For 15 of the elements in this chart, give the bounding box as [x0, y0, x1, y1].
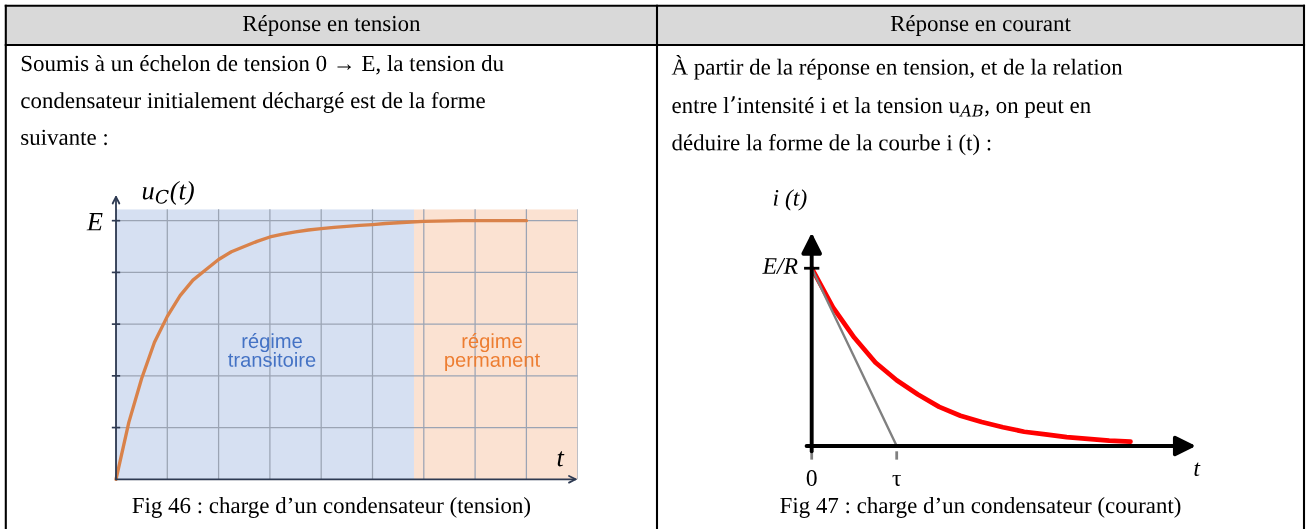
- x-tick-label: τ: [892, 474, 901, 486]
- caption: Fig 47 : charge d’un condensateur (courant): [780, 497, 1181, 518]
- y-axis-title: i (t): [773, 189, 807, 211]
- x-tick-label: 0: [806, 470, 817, 486]
- x-axis-title: t: [1194, 462, 1201, 477]
- caption: Fig 46 : charge d’un condensateur (tension): [132, 497, 531, 518]
- chart-title: Réponse en courant: [890, 15, 1071, 36]
- y-axis-title: u$_{C}$(t): [142, 180, 194, 205]
- text: E: [86, 213, 103, 231]
- annotation: régime transitoire: [228, 333, 316, 367]
- text: E/R: [762, 258, 798, 274]
- x-axis-title: t: [557, 451, 565, 467]
- chart-title: Réponse en tension: [242, 15, 421, 36]
- chart-subtitle: À partir de la réponse en tension, et de la relation entre l’intensité i et la tension u$_{AB}$, on peut en déduire la forme de la courbe i (t) :: [671, 55, 1123, 156]
- chart-subtitle: Soumis à un échelon de tension 0 → E, la tension du condensateur initialement déchargé est de la forme suivante :: [21, 54, 504, 146]
